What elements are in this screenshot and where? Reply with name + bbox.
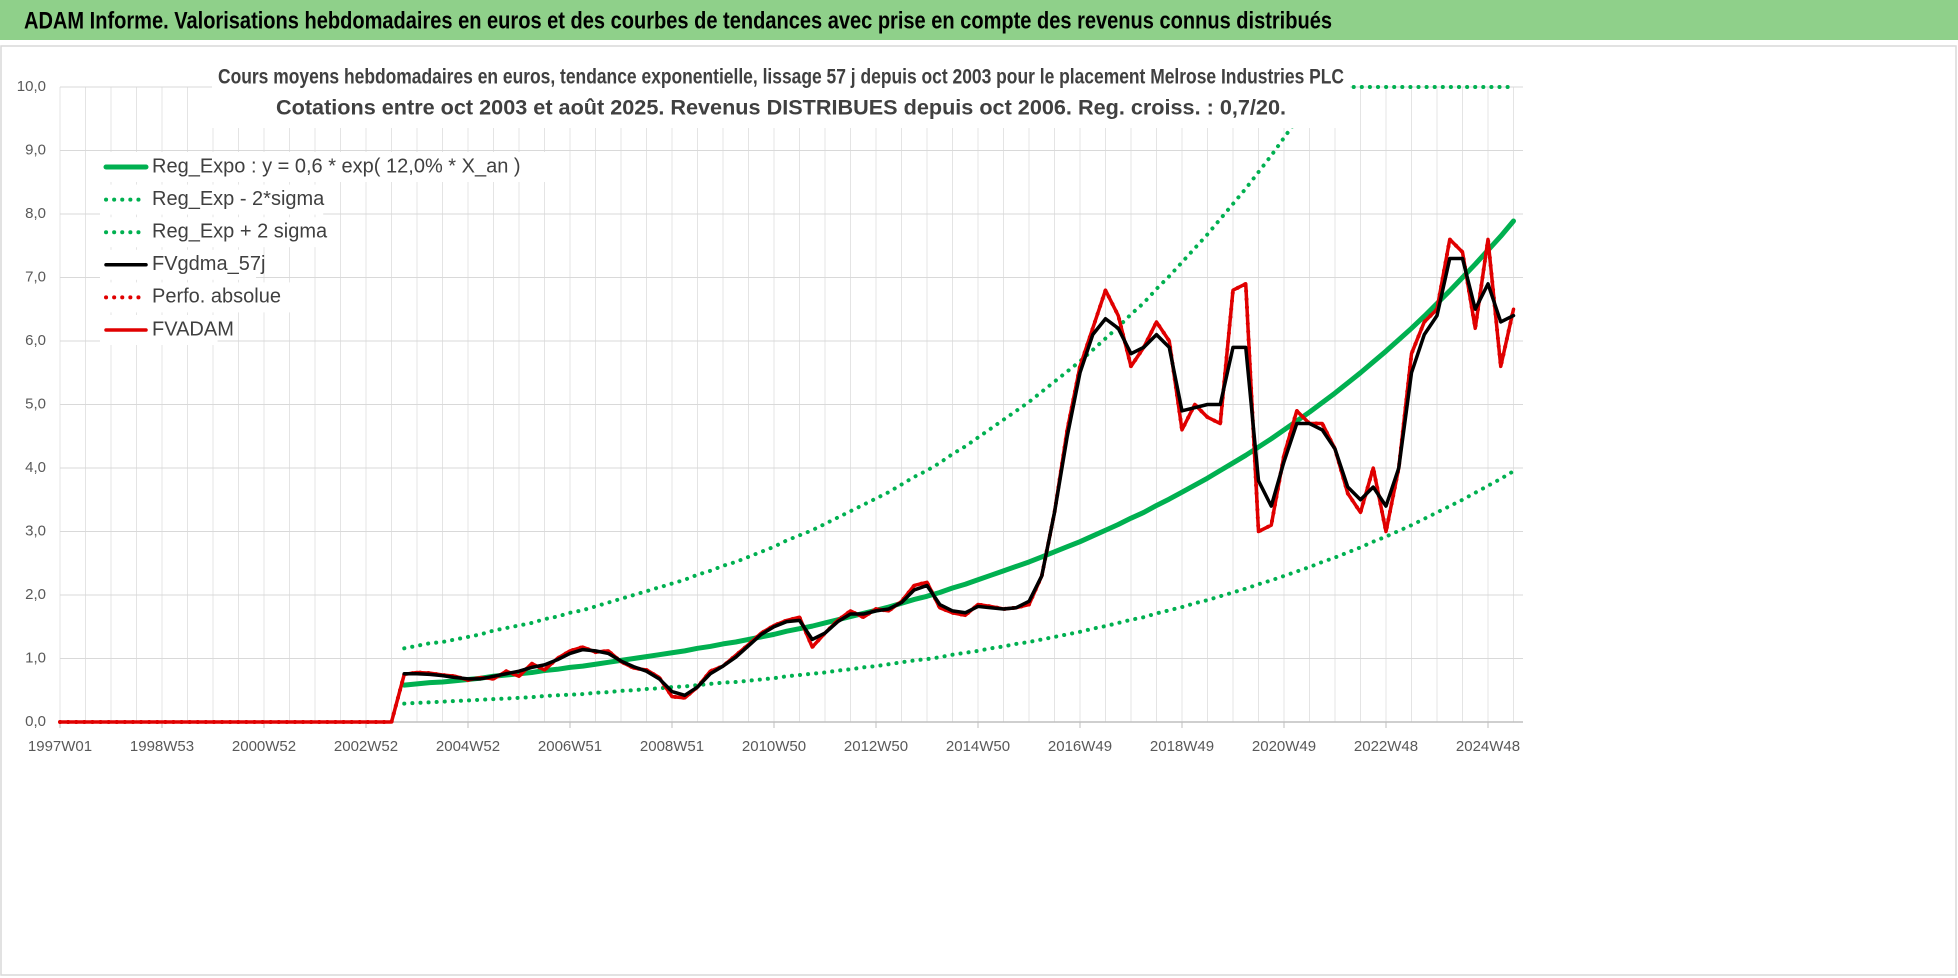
x-tick-label: 2006W51	[538, 738, 602, 755]
header-bar	[0, 0, 1958, 40]
x-tick-label: 2018W49	[1150, 738, 1214, 755]
y-tick-label: 4,0	[25, 459, 46, 476]
legend-label: Reg_Exp - 2*sigma	[152, 188, 325, 210]
y-tick-label: 10,0	[17, 78, 46, 95]
chart-subtitle: Cotations entre oct 2003 et août 2025. R…	[276, 97, 1286, 120]
legend-label: Perfo. absolue	[152, 286, 281, 308]
legend: Reg_Expo : y = 0,6 * exp( 12,0% * X_an )…	[100, 152, 554, 345]
x-tick-label: 2016W49	[1048, 738, 1112, 755]
title-box	[212, 60, 1350, 128]
x-tick-label: 2020W49	[1252, 738, 1316, 755]
x-tick-label: 2008W51	[640, 738, 704, 755]
y-tick-label: 6,0	[25, 332, 46, 349]
y-tick-label: 9,0	[25, 141, 46, 158]
x-tick-label: 2022W48	[1354, 738, 1418, 755]
y-tick-label: 0,0	[25, 713, 46, 730]
legend-label: Reg_Expo : y = 0,6 * exp( 12,0% * X_an )	[152, 155, 521, 177]
y-tick-label: 2,0	[25, 586, 46, 603]
x-tick-label: 1998W53	[130, 738, 194, 755]
legend-bg	[100, 152, 554, 182]
series-line	[401, 218, 1516, 688]
x-tick-label: 2024W48	[1456, 738, 1520, 755]
x-tick-label: 2014W50	[946, 738, 1010, 755]
x-tick-label: 2010W50	[742, 738, 806, 755]
legend-label: FVgdma_57j	[152, 253, 265, 275]
header-title: ADAM Informe. Valorisations hebdomadaire…	[24, 7, 1332, 34]
y-tick-label: 3,0	[25, 522, 46, 539]
overlay: Cours moyens hebdomadaires en euros, ten…	[100, 60, 1350, 345]
y-tick-label: 5,0	[25, 395, 46, 412]
legend-label: FVADAM	[152, 318, 234, 340]
series-line	[402, 469, 1516, 706]
y-tick-label: 7,0	[25, 268, 46, 285]
legend-label: Reg_Exp + 2 sigma	[152, 220, 328, 242]
x-tick-label: 2002W52	[334, 738, 398, 755]
x-tick-label: 2004W52	[436, 738, 500, 755]
x-tick-label: 2012W50	[844, 738, 908, 755]
x-tick-label: 2000W52	[232, 738, 296, 755]
chart-title: Cours moyens hebdomadaires en euros, ten…	[218, 66, 1344, 89]
series-line	[402, 256, 1516, 698]
chart-frame	[0, 45, 1957, 976]
x-tick-label: 1997W01	[28, 738, 92, 755]
y-tick-label: 8,0	[25, 205, 46, 222]
y-tick-label: 1,0	[25, 649, 46, 666]
